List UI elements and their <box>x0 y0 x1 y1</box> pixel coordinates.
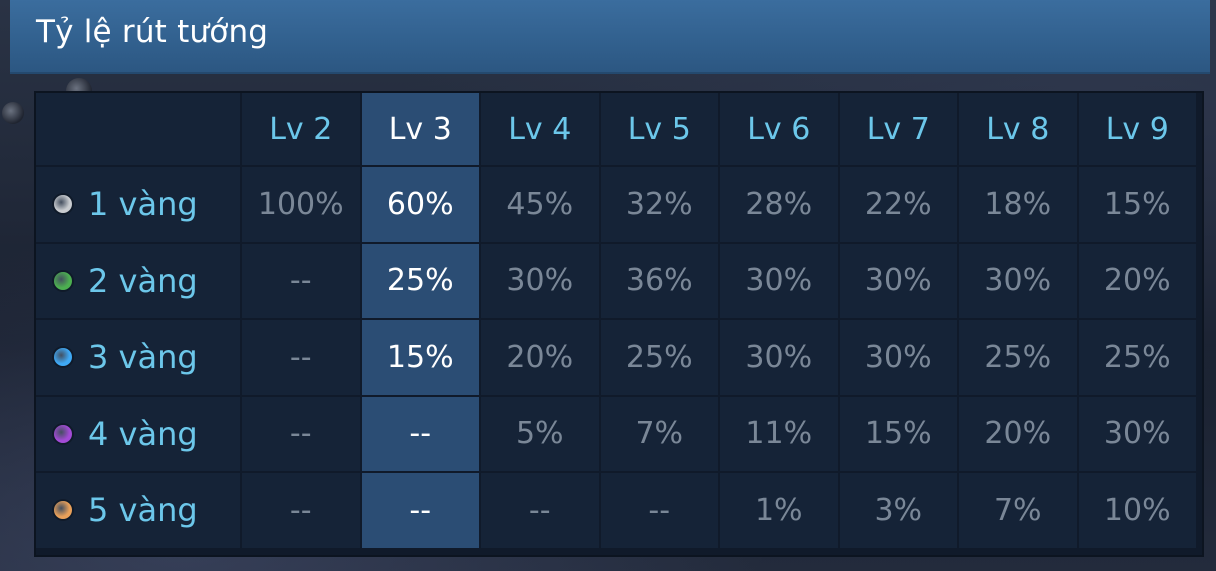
odds-cell: -- <box>361 396 479 471</box>
panel-header: Tỷ lệ rút tướng <box>10 0 1210 74</box>
odds-cell: 7% <box>600 396 718 471</box>
odds-cell: 30% <box>720 320 838 395</box>
odds-cell: 25% <box>1078 320 1196 395</box>
tier-label: 1 vàng <box>88 185 198 224</box>
odds-cell: 25% <box>361 243 479 318</box>
row-label-tier-4: 4 vàng <box>36 396 240 471</box>
odds-cell: 10% <box>1078 473 1196 548</box>
column-header-lv-5: Lv 5 <box>600 93 718 165</box>
panel-title: Tỷ lệ rút tướng <box>36 14 269 50</box>
odds-cell: 30% <box>720 243 838 318</box>
odds-cell: 15% <box>839 396 957 471</box>
odds-cell: 15% <box>1078 167 1196 242</box>
odds-cell: -- <box>600 473 718 548</box>
row-label-tier-3: 3 vàng <box>36 320 240 395</box>
odds-cell: 22% <box>839 167 957 242</box>
row-label-tier-2: 2 vàng <box>36 243 240 318</box>
tier-label: 3 vàng <box>88 338 198 377</box>
odds-cell: 7% <box>959 473 1077 548</box>
tier-dot-icon <box>54 195 72 214</box>
odds-cell: -- <box>361 473 479 548</box>
column-header-lv-3: Lv 3 <box>361 93 479 165</box>
column-header-lv-9: Lv 9 <box>1078 93 1196 165</box>
odds-cell: 5% <box>481 396 599 471</box>
odds-cell: 11% <box>720 396 838 471</box>
odds-cell: -- <box>242 396 360 471</box>
odds-cell: 28% <box>720 167 838 242</box>
column-header-lv-7: Lv 7 <box>839 93 957 165</box>
odds-cell: 30% <box>839 320 957 395</box>
table-corner <box>36 93 240 165</box>
odds-cell: 20% <box>959 396 1077 471</box>
odds-cell: -- <box>481 473 599 548</box>
odds-cell: 36% <box>600 243 718 318</box>
draw-odds-table: Lv 2 Lv 3 Lv 4 Lv 5 Lv 6 Lv 7 Lv 8 Lv 9 1 vàng 10… <box>34 91 1204 557</box>
odds-cell: 1% <box>720 473 838 548</box>
odds-cell: 20% <box>481 320 599 395</box>
odds-cell: 32% <box>600 167 718 242</box>
odds-cell: -- <box>242 320 360 395</box>
tier-dot-icon <box>54 348 72 367</box>
column-header-lv-4: Lv 4 <box>481 93 599 165</box>
odds-cell: 25% <box>959 320 1077 395</box>
odds-cell: 30% <box>481 243 599 318</box>
odds-cell: -- <box>242 473 360 548</box>
odds-cell: 20% <box>1078 243 1196 318</box>
tier-dot-icon <box>54 424 72 443</box>
tier-dot-icon <box>54 271 72 290</box>
odds-cell: -- <box>242 243 360 318</box>
odds-cell: 60% <box>361 167 479 242</box>
column-header-lv-6: Lv 6 <box>720 93 838 165</box>
odds-cell: 45% <box>481 167 599 242</box>
tier-label: 5 vàng <box>88 491 198 530</box>
tier-label: 2 vàng <box>88 261 198 300</box>
column-header-lv-8: Lv 8 <box>959 93 1077 165</box>
column-header-lv-2: Lv 2 <box>242 93 360 165</box>
odds-cell: 3% <box>839 473 957 548</box>
decorative-orb <box>2 102 24 124</box>
odds-cell: 30% <box>839 243 957 318</box>
odds-cell: 25% <box>600 320 718 395</box>
row-label-tier-1: 1 vàng <box>36 167 240 242</box>
odds-cell: 100% <box>242 167 360 242</box>
row-label-tier-5: 5 vàng <box>36 473 240 548</box>
odds-cell: 30% <box>959 243 1077 318</box>
odds-cell: 30% <box>1078 396 1196 471</box>
odds-cell: 18% <box>959 167 1077 242</box>
odds-cell: 15% <box>361 320 479 395</box>
tier-dot-icon <box>54 501 72 520</box>
tier-label: 4 vàng <box>88 414 198 453</box>
